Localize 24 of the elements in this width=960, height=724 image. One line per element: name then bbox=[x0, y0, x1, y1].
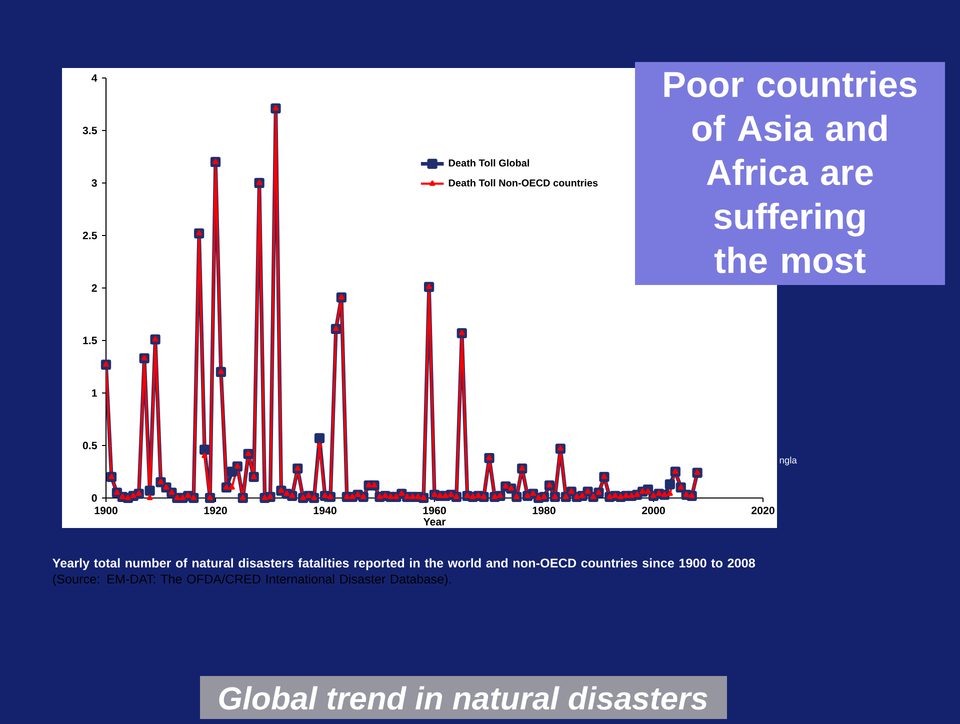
y-tick-label: 2 bbox=[92, 284, 97, 292]
x-tick-label: 1960 bbox=[423, 506, 446, 514]
y-tick-label: 4 bbox=[92, 74, 98, 82]
x-tick-label: 2020 bbox=[752, 506, 774, 514]
x-tick-label: 1900 bbox=[94, 506, 118, 514]
text: ngla bbox=[780, 456, 797, 466]
legend-label: Death Toll Global bbox=[448, 159, 530, 167]
x-tick-label: 1920 bbox=[204, 506, 227, 514]
y-tick-label: 1.5 bbox=[83, 336, 97, 344]
text: Global trend in natural disasters bbox=[219, 686, 708, 710]
x-tick-label: 1940 bbox=[314, 506, 336, 514]
x-tick-label: 2000 bbox=[642, 506, 665, 514]
x-tick-label: 1980 bbox=[532, 506, 556, 514]
y-tick-label: 0 bbox=[92, 494, 97, 502]
y-tick-label: 1 bbox=[92, 389, 97, 397]
y-tick-label: 3 bbox=[92, 179, 97, 187]
legend-label: Death Toll Non-OECD countries bbox=[448, 179, 598, 186]
y-tick-label: 3.5 bbox=[82, 126, 97, 134]
text: Yearly total number of natural disasters fatalities reported in the world and non-OECD countries since 1900 to 2008 bbox=[52, 558, 756, 570]
annotation: Poor countries of Asia and Africa are suffering the most bbox=[664, 70, 917, 274]
y-tick-label: 0.5 bbox=[82, 442, 97, 450]
text: (Source: EM-DAT: The OFDA/CRED International Disaster Database). bbox=[53, 574, 451, 586]
x-axis-title: Year bbox=[423, 518, 446, 526]
y-tick-label: 2.5 bbox=[82, 232, 97, 240]
